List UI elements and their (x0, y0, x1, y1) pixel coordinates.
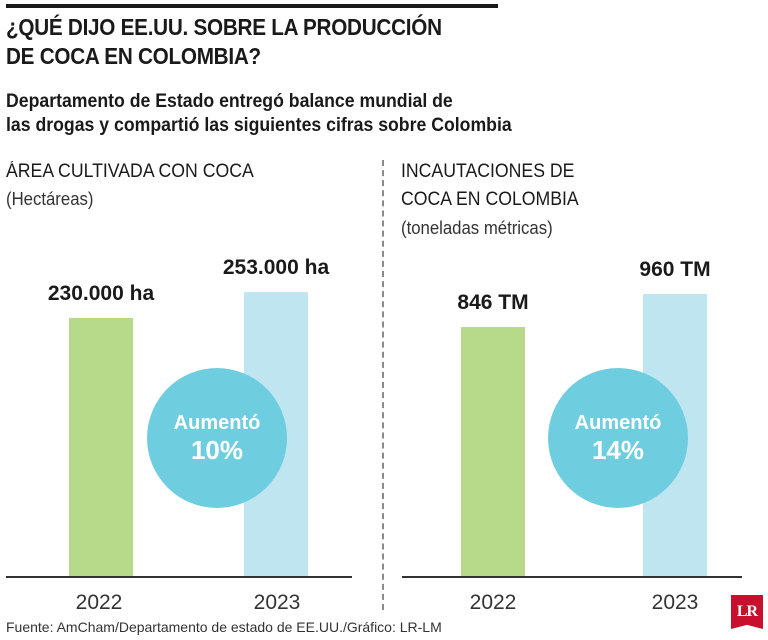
increase-value-seizures: 14% (591, 435, 645, 465)
lr-logo: LR (731, 595, 763, 629)
panel-unit-seizures: (toneladas métricas) (401, 218, 553, 238)
increase-value-area: 10% (190, 435, 244, 465)
chart-title-line-1: ¿QUÉ DIJO EE.UU. SOBRE LA PRODUCCIÓN (6, 14, 442, 40)
year-label-2022-seizures: 2022 (469, 591, 517, 614)
chart-subtitle-line-2: las drogas y compartió las siguientes ci… (6, 115, 512, 136)
panel-title-seizures-line-2: COCA EN COLOMBIA (401, 189, 579, 210)
value-label-2022-area: 230.000 ha (47, 281, 155, 305)
increase-badge-seizures: Aumentó 14% (548, 368, 688, 508)
year-label-2022-area: 2022 (75, 591, 123, 614)
panel-title-seizures-line-1: INCAUTACIONES DE (401, 161, 575, 182)
increase-text-area: Aumentó (173, 412, 261, 434)
chart-title: ¿QUÉ DIJO EE.UU. SOBRE LA PRODUCCIÓN DE … (6, 13, 510, 71)
value-label-2023-seizures: 960 TM (639, 258, 711, 281)
panel-divider (382, 160, 384, 610)
title-rule (6, 4, 498, 8)
year-label-2023-seizures: 2023 (651, 591, 699, 614)
increase-text-seizures: Aumentó (574, 412, 662, 434)
year-label-2023-area: 2023 (253, 591, 301, 614)
chart-subtitle: Departamento de Estado entregó balance m… (6, 90, 601, 138)
panel-title-area-line-1: ÁREA CULTIVADA CON COCA (6, 161, 254, 182)
x-axis-area (6, 576, 352, 578)
increase-badge-area: Aumentó 10% (147, 368, 287, 508)
panel-unit-area: (Hectáreas) (6, 189, 94, 209)
chart-title-line-2: DE COCA EN COLOMBIA? (6, 43, 261, 69)
x-axis-seizures (402, 576, 742, 578)
value-label-2023-area: 253.000 ha (222, 256, 330, 279)
source-note: Fuente: AmCham/Departamento de estado de… (6, 619, 442, 635)
value-label-2022-seizures: 846 TM (457, 291, 529, 315)
chart-subtitle-line-1: Departamento de Estado entregó balance m… (6, 91, 453, 112)
bar-2022-seizures (461, 327, 525, 576)
bar-2022-area (69, 317, 133, 576)
